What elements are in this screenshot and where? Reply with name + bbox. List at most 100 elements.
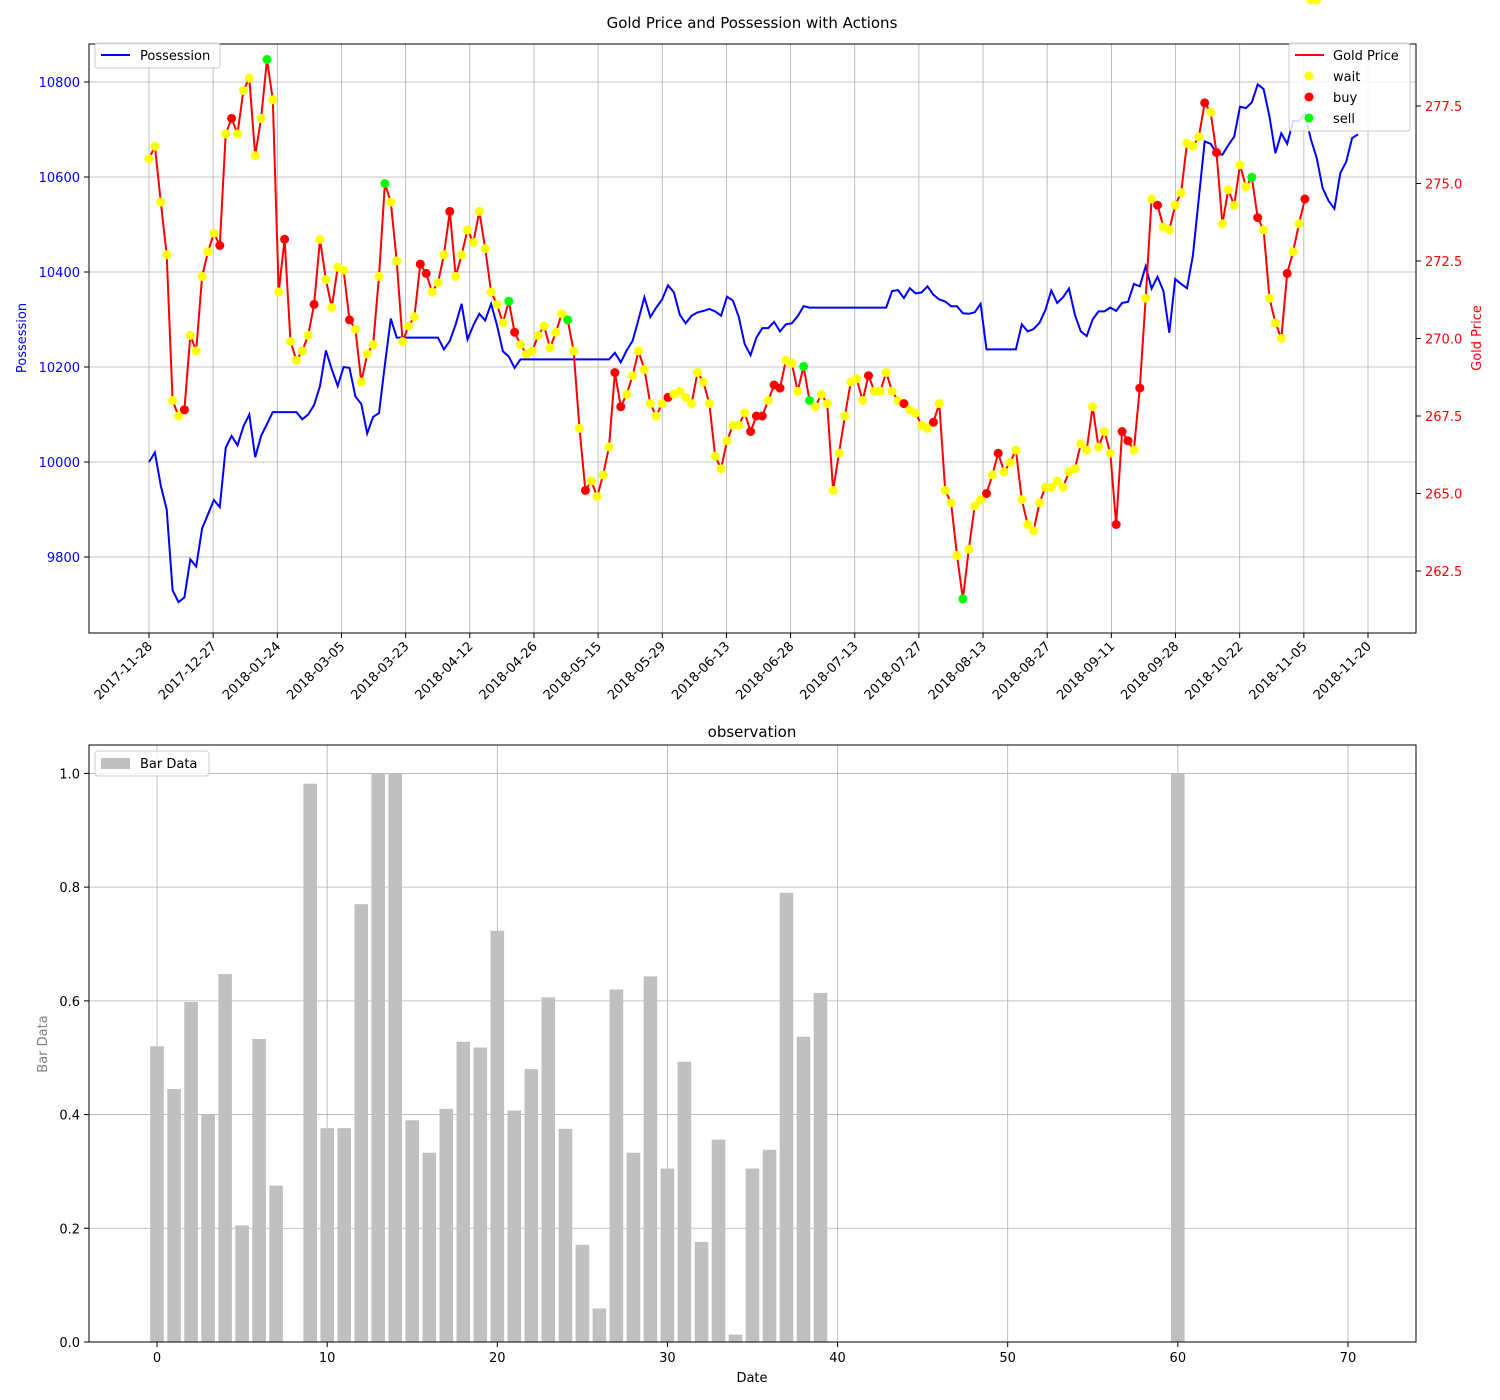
wait-point xyxy=(1088,402,1098,412)
wait-point xyxy=(934,399,944,409)
wait-point xyxy=(604,442,614,452)
wait-point xyxy=(1094,442,1103,452)
bar xyxy=(252,1039,266,1342)
legend-swatch xyxy=(1304,71,1314,81)
bar xyxy=(201,1114,215,1342)
wait-point xyxy=(486,287,496,297)
wait-point xyxy=(575,423,584,433)
wait-point xyxy=(238,86,248,95)
buy-point xyxy=(1135,383,1145,393)
bar xyxy=(609,989,624,1342)
bar xyxy=(405,1120,419,1342)
wait-point xyxy=(828,485,838,495)
bar xyxy=(439,1108,454,1342)
wait-point xyxy=(634,346,643,356)
y-tick-label: 0.2 xyxy=(59,1222,80,1237)
bar xyxy=(762,1149,777,1342)
buy-point xyxy=(899,399,909,409)
buy-point xyxy=(510,327,520,337)
wait-point xyxy=(875,386,885,396)
wait-point xyxy=(1147,194,1157,204)
wait-point xyxy=(209,228,219,238)
wait-point xyxy=(1259,225,1269,235)
bar xyxy=(694,1241,709,1342)
bar xyxy=(643,976,658,1342)
wait-point xyxy=(763,396,773,405)
y-tick-label: 0.8 xyxy=(59,881,80,896)
wait-point xyxy=(533,330,543,340)
wait-point xyxy=(150,141,160,151)
buy-point xyxy=(610,368,620,378)
wait-point xyxy=(987,470,997,480)
wait-point xyxy=(451,272,461,281)
wait-point xyxy=(840,411,850,421)
bar xyxy=(371,773,385,1342)
y-tick-label: 275.0 xyxy=(1425,178,1462,193)
x-tick-label: 50 xyxy=(999,1351,1016,1366)
x-axis: 0 10 20 30 40 50 60 70 xyxy=(153,1342,1356,1366)
legend-label: wait xyxy=(1333,70,1360,85)
buy-point xyxy=(345,315,354,325)
wait-point xyxy=(144,154,154,164)
wait-point xyxy=(710,451,720,461)
wait-point xyxy=(740,408,750,418)
wait-point xyxy=(887,386,897,396)
y-tick-label: 1.0 xyxy=(59,767,80,782)
bar xyxy=(660,1168,675,1342)
legend-label: sell xyxy=(1333,112,1355,127)
wait-point xyxy=(586,476,596,486)
wait-point xyxy=(327,303,337,312)
bar xyxy=(728,1334,743,1342)
bar xyxy=(592,1308,607,1342)
wait-point xyxy=(681,392,691,402)
wait-point xyxy=(1164,225,1174,235)
wait-point xyxy=(480,244,490,254)
wait-point xyxy=(1241,182,1251,192)
wait-point xyxy=(339,265,349,275)
bar xyxy=(184,1002,198,1342)
wait-point xyxy=(1017,495,1027,505)
legend-label: Possession xyxy=(140,49,210,64)
wait-point xyxy=(1141,293,1151,303)
x-tick-label: 70 xyxy=(1340,1351,1357,1366)
wait-point xyxy=(592,492,602,502)
wait-point xyxy=(651,411,661,421)
possession-axis-label: Possession xyxy=(15,303,30,373)
y-tick-label: 262.5 xyxy=(1425,565,1462,580)
wait-point xyxy=(321,275,331,285)
wait-point xyxy=(392,256,402,266)
wait-point xyxy=(1099,427,1109,436)
observation-chart: observation 0.0 0.2 0.4 0.6 0.8 1.0 0 10 20 30 40… xyxy=(36,723,1417,1386)
wait-point xyxy=(970,501,980,511)
y-axis: 0.0 0.2 0.4 0.6 0.8 1.0 xyxy=(59,767,89,1351)
buy-point xyxy=(746,427,756,436)
wait-point xyxy=(463,225,472,235)
wait-point xyxy=(356,377,366,387)
buy-point xyxy=(179,405,189,415)
bar xyxy=(422,1152,437,1342)
wait-point xyxy=(1217,219,1227,229)
wait-point xyxy=(940,485,950,495)
bar xyxy=(813,992,828,1342)
wait-point xyxy=(1188,141,1198,151)
y-tick-label: 10000 xyxy=(39,456,80,471)
gold-price-axis-label: Gold Price xyxy=(1470,305,1485,371)
wait-point xyxy=(303,330,313,340)
wait-point xyxy=(1070,464,1080,474)
bar xyxy=(303,783,317,1342)
buy-point xyxy=(1253,213,1263,223)
legend-label: Gold Price xyxy=(1333,49,1399,64)
buy-point xyxy=(864,371,873,381)
wait-point xyxy=(852,374,862,384)
y-tick-label: 272.5 xyxy=(1425,255,1462,270)
wait-point xyxy=(1129,445,1139,455)
wait-point xyxy=(374,272,384,281)
y-tick-label: 0.0 xyxy=(59,1336,80,1351)
wait-point xyxy=(1170,200,1180,210)
wait-point xyxy=(1223,185,1233,195)
wait-point xyxy=(315,234,325,244)
y-tick-label: 277.5 xyxy=(1425,100,1462,115)
wait-point xyxy=(221,129,231,139)
wait-point xyxy=(244,73,254,83)
wait-point xyxy=(203,247,213,257)
